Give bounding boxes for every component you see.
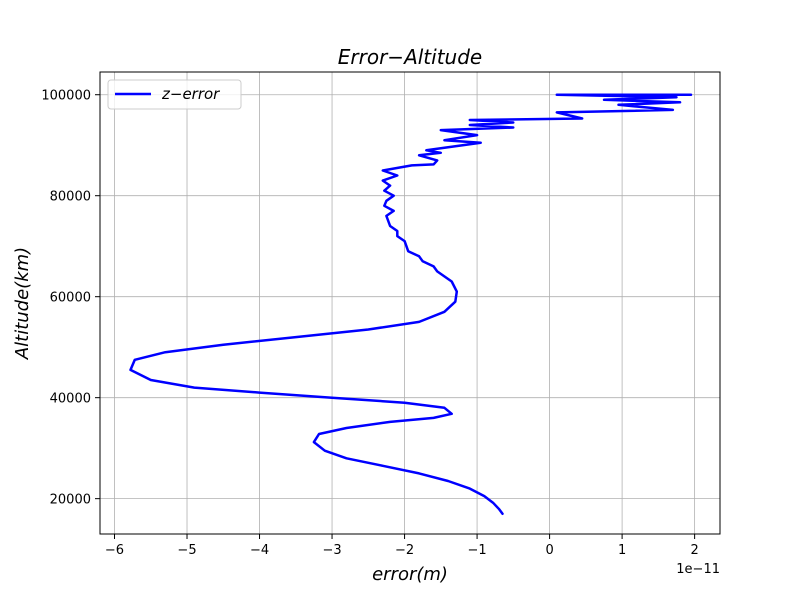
y-axis-label: Altitude(km) bbox=[12, 247, 33, 360]
x-tick-label: −6 bbox=[105, 543, 124, 558]
y-tick-label: 80000 bbox=[50, 190, 91, 205]
y-tick-label: 20000 bbox=[50, 493, 91, 508]
chart-title: Error−Altitude bbox=[338, 45, 482, 69]
x-tick-label: −5 bbox=[177, 543, 196, 558]
x-tick-label: −3 bbox=[322, 543, 341, 558]
legend: z−error bbox=[107, 79, 242, 110]
y-tick-label: 60000 bbox=[50, 291, 91, 306]
x-tick-label: −2 bbox=[395, 543, 414, 558]
legend-label: z−error bbox=[161, 85, 220, 103]
x-axis-label: error(m) bbox=[372, 564, 448, 585]
legend-box bbox=[107, 79, 242, 110]
y-ticks: 20000 40000 60000 80000 100000 bbox=[41, 89, 100, 508]
grid bbox=[100, 72, 720, 534]
series-layer bbox=[129, 93, 693, 516]
x-ticks: −6 −5 −4 −3 −2 −1 0 1 2 bbox=[105, 534, 699, 558]
x-tick-label: 1 bbox=[618, 543, 626, 558]
x-offset-label: 1e−11 bbox=[676, 562, 720, 577]
series-line bbox=[129, 93, 693, 516]
y-tick-label: 40000 bbox=[50, 392, 91, 407]
x-tick-label: 0 bbox=[545, 543, 553, 558]
x-tick-label: 2 bbox=[690, 543, 698, 558]
plot-frame bbox=[99, 71, 721, 535]
x-tick-label: −1 bbox=[467, 543, 486, 558]
x-tick-label: −4 bbox=[250, 543, 269, 558]
y-tick-label: 100000 bbox=[41, 89, 91, 104]
